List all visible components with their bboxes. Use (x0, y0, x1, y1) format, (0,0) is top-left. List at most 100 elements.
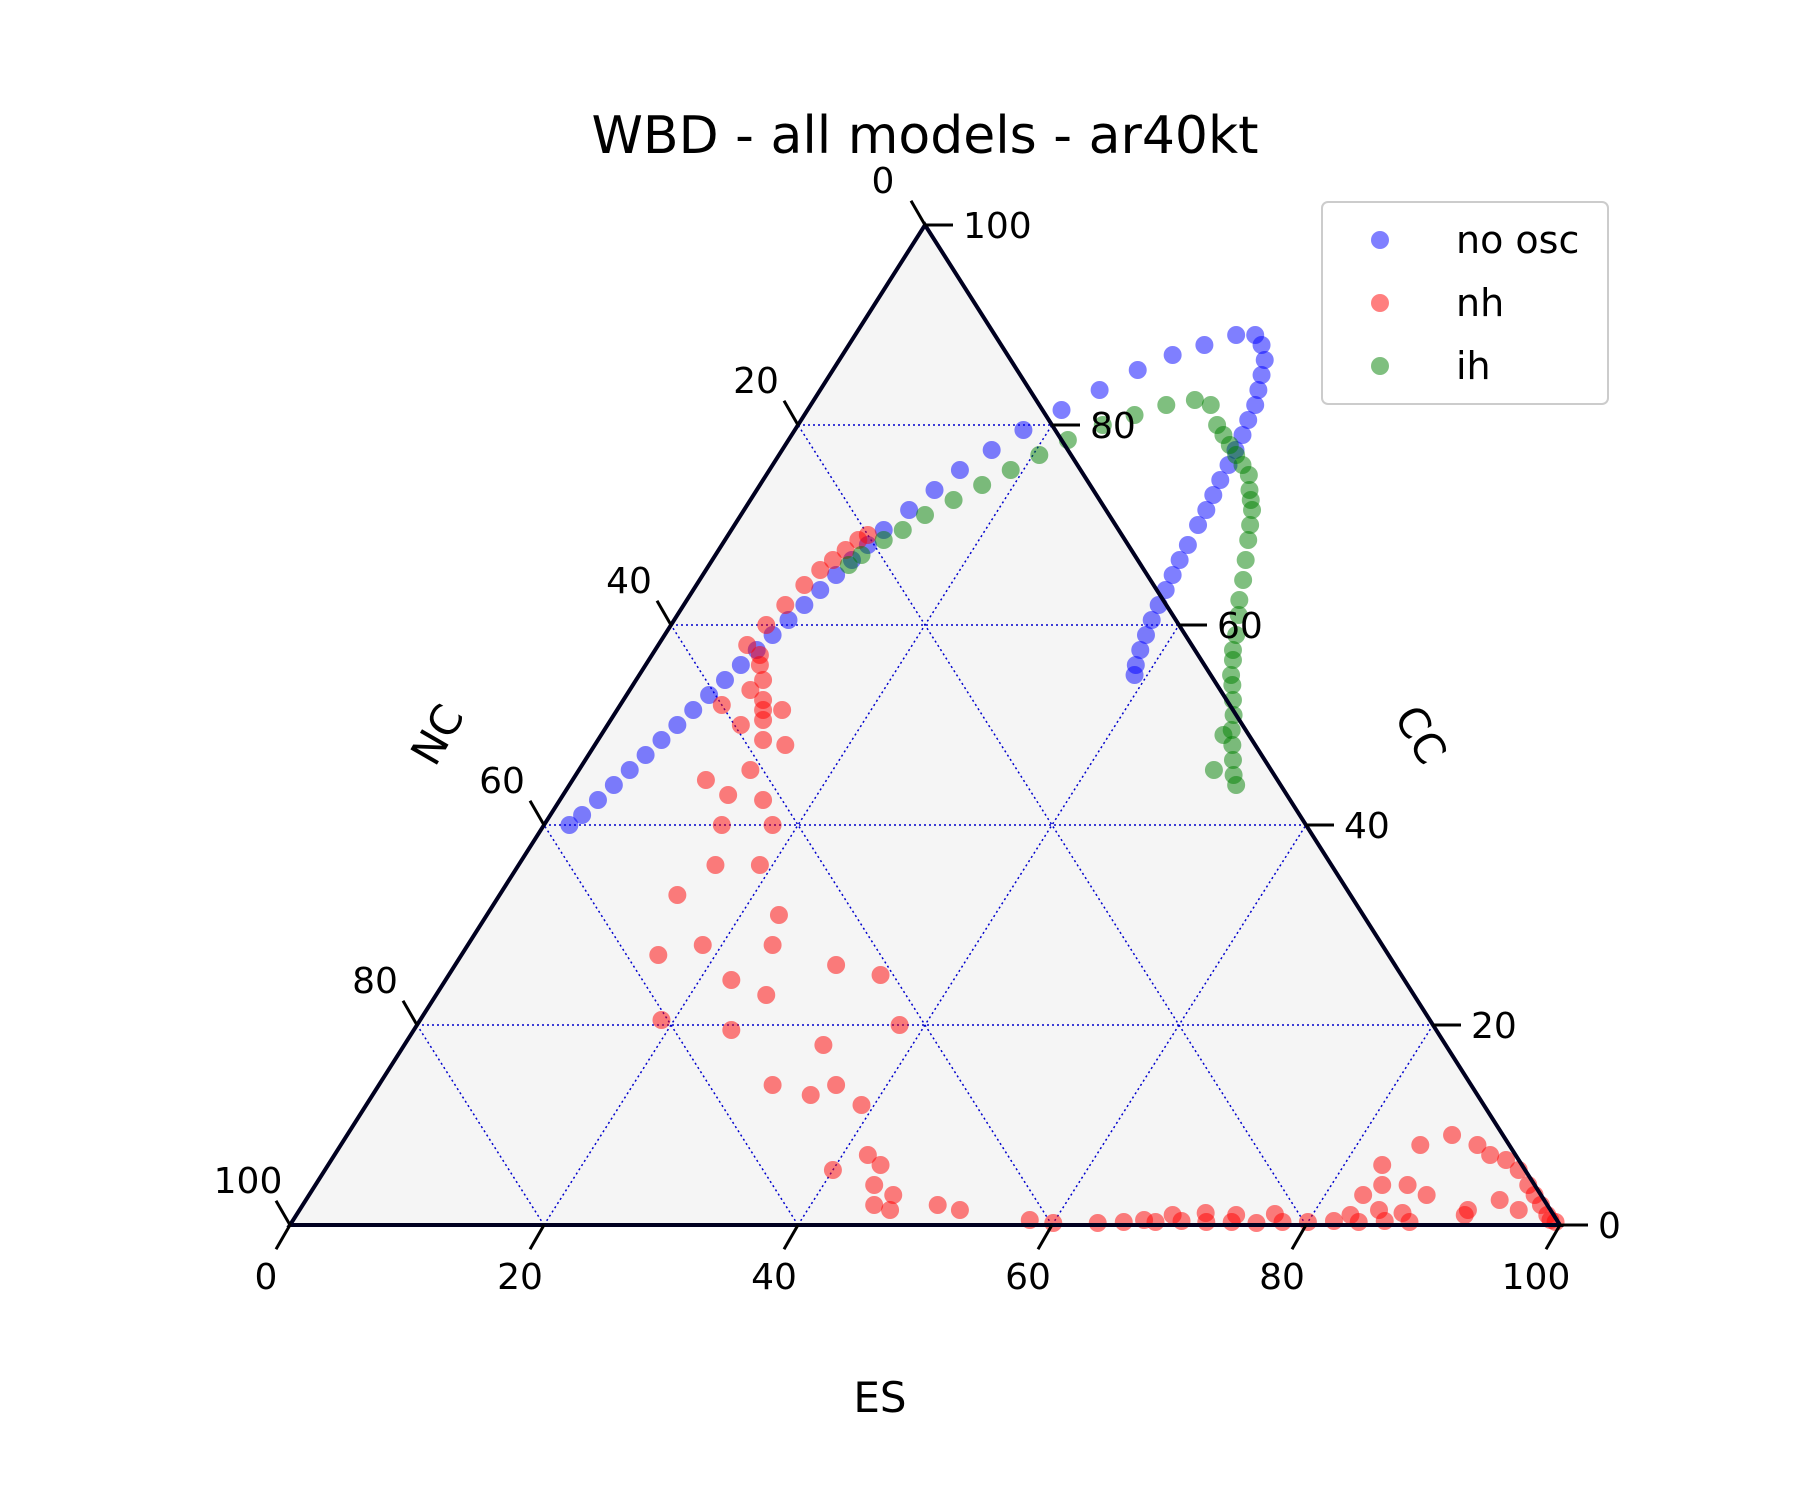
data-point (1243, 501, 1262, 519)
data-point (731, 716, 750, 734)
data-point (1125, 666, 1144, 684)
data-point (839, 556, 858, 574)
tick-label-es: 80 (1259, 1257, 1305, 1298)
data-point (982, 441, 1001, 459)
tick-label-es: 40 (751, 1257, 797, 1298)
data-point (811, 561, 830, 579)
data-point (1373, 1156, 1392, 1174)
data-point (1052, 401, 1071, 419)
data-point (1227, 776, 1246, 794)
data-point (1211, 471, 1230, 489)
legend-marker (1371, 357, 1389, 375)
data-point (763, 1076, 782, 1094)
data-point (757, 616, 776, 634)
data-point (684, 701, 703, 719)
data-point (1157, 396, 1176, 414)
tick-es (782, 1224, 800, 1250)
data-point (1196, 1204, 1215, 1222)
data-point (706, 856, 725, 874)
data-point (1128, 361, 1147, 379)
data-point (1136, 626, 1155, 644)
data-point (1195, 336, 1214, 354)
data-point (795, 576, 814, 594)
data-point (1170, 551, 1189, 569)
data-point (1204, 761, 1223, 779)
tick-label-cc: 60 (1217, 606, 1263, 647)
data-point (712, 816, 731, 834)
data-point (1090, 381, 1109, 399)
axis-label-nc: NC (401, 696, 474, 773)
tick-nc (909, 200, 927, 226)
data-point (1497, 1151, 1516, 1169)
data-point (1324, 1212, 1343, 1230)
data-point (871, 1156, 890, 1174)
data-point (668, 886, 687, 904)
data-point (1223, 751, 1242, 769)
data-point (1417, 1186, 1436, 1204)
data-point (750, 656, 769, 674)
data-point (1373, 1176, 1392, 1194)
data-point (1468, 1136, 1487, 1154)
data-point (722, 971, 741, 989)
data-point (696, 771, 715, 789)
tick-label-es: 60 (1005, 1257, 1051, 1298)
tick-label-nc: 0 (872, 161, 895, 202)
data-point (1163, 1206, 1182, 1224)
data-point (738, 636, 757, 654)
data-point (928, 1196, 947, 1214)
data-point (865, 1196, 884, 1214)
data-point (1229, 606, 1248, 624)
data-point (1234, 571, 1253, 589)
data-point (852, 546, 871, 564)
data-point (1114, 1213, 1133, 1231)
data-point (1509, 1201, 1528, 1219)
data-point (757, 986, 776, 1004)
data-point (719, 786, 738, 804)
data-point (925, 481, 944, 499)
data-point (779, 611, 798, 629)
data-point (1204, 486, 1223, 504)
data-point (754, 711, 773, 729)
data-point (874, 531, 893, 549)
plot-area (290, 225, 1560, 1225)
data-point (1014, 421, 1033, 439)
data-point (1236, 551, 1255, 569)
data-point (916, 506, 934, 524)
data-point (1249, 381, 1268, 399)
data-point (1241, 516, 1260, 534)
data-point (741, 681, 760, 699)
data-point (1163, 566, 1182, 584)
tick-label-nc: 100 (214, 1161, 283, 1202)
data-point (1189, 516, 1208, 534)
data-point (712, 696, 731, 714)
data-point (950, 461, 969, 479)
gridline-es (1051, 824, 1307, 1226)
data-point (881, 1201, 900, 1219)
data-point (668, 716, 687, 734)
data-point (1230, 591, 1249, 609)
data-point (573, 806, 592, 824)
gridline-es (797, 624, 1180, 1226)
gridline-nc (543, 824, 799, 1226)
data-point (763, 816, 782, 834)
legend-label: ih (1456, 344, 1491, 388)
tick-nc (655, 600, 673, 626)
data-point (1443, 1126, 1462, 1144)
data-point (1252, 336, 1271, 354)
data-point (1233, 426, 1252, 444)
data-point (604, 776, 623, 794)
tick-label-cc: 20 (1471, 1006, 1517, 1047)
tick-es (528, 1224, 546, 1250)
data-point (1239, 411, 1258, 429)
data-point (1393, 1204, 1412, 1222)
data-point (560, 816, 579, 834)
data-point (944, 491, 963, 509)
data-point (1490, 1191, 1509, 1209)
tick-nc (528, 800, 546, 826)
tick-label-cc: 100 (963, 206, 1032, 247)
data-point (1197, 501, 1216, 519)
data-point (827, 1076, 846, 1094)
data-point (1370, 1201, 1389, 1219)
tick-label-es: 100 (1502, 1257, 1571, 1298)
data-point (722, 1021, 741, 1039)
